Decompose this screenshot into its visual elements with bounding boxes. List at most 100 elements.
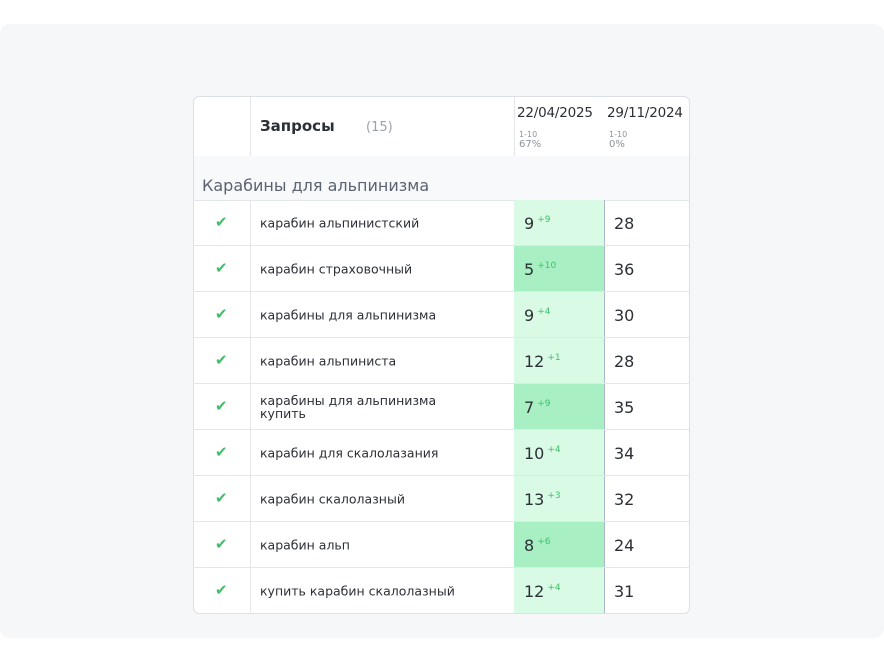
position-delta: +1 <box>547 353 561 363</box>
date-label: 29/11/2024 <box>607 105 683 121</box>
table-rows: ✔ карабин альпинистский 9 +9 28 ✔ карабин стра… <box>194 200 689 613</box>
position-value: 10 <box>524 444 545 463</box>
query-cell[interactable]: карабин альпиниста <box>250 338 515 383</box>
position-delta: +9 <box>537 399 551 409</box>
checkmark-icon: ✔ <box>215 305 228 323</box>
table-row[interactable]: ✔ карабин альп 8 +6 24 <box>194 522 689 568</box>
content-panel: Запросы (15) 22/04/2025 1-10 67% 29/11/2… <box>0 24 884 638</box>
query-cell[interactable]: карабины для альпинизма <box>250 292 515 337</box>
position-value: 24 <box>614 536 635 555</box>
position-cell-current[interactable]: 9 +4 <box>514 292 605 337</box>
table-row[interactable]: ✔ карабин альпинистский 9 +9 28 <box>194 200 689 246</box>
position-value: 8 <box>524 536 535 555</box>
position-value: 30 <box>614 306 635 325</box>
checkmark-icon: ✔ <box>215 259 228 277</box>
position-cell-current[interactable]: 12 +4 <box>514 568 605 613</box>
query-text: карабин скалолазный <box>260 491 405 506</box>
query-text: карабин для скалолазания <box>260 445 439 460</box>
percent-label: 0% <box>609 139 625 150</box>
date-label: 22/04/2025 <box>517 105 593 121</box>
position-cell-previous[interactable]: 28 <box>604 338 689 383</box>
query-cell[interactable]: карабин страховочный <box>250 246 515 291</box>
percent-label: 67% <box>519 139 542 150</box>
query-cell[interactable]: карабин альп <box>250 522 515 567</box>
row-check-cell[interactable]: ✔ <box>194 568 251 613</box>
position-cell-previous[interactable]: 30 <box>604 292 689 337</box>
position-cell-previous[interactable]: 28 <box>604 200 689 245</box>
query-text: карабин альпиниста <box>260 353 397 368</box>
positions-table: Запросы (15) 22/04/2025 1-10 67% 29/11/2… <box>193 96 690 614</box>
position-value: 34 <box>614 444 635 463</box>
header-date-column-2[interactable]: 29/11/2024 1-10 0% <box>604 97 689 156</box>
query-cell[interactable]: карабин скалолазный <box>250 476 515 521</box>
queries-title: Запросы <box>260 117 335 135</box>
row-check-cell[interactable]: ✔ <box>194 522 251 567</box>
position-value: 32 <box>614 490 635 509</box>
position-cell-previous[interactable]: 34 <box>604 430 689 475</box>
query-text: карабины для альпинизма <box>260 307 437 322</box>
table-header: Запросы (15) 22/04/2025 1-10 67% 29/11/2… <box>194 97 689 157</box>
position-cell-current[interactable]: 7 +9 <box>514 384 605 429</box>
position-value: 28 <box>614 352 635 371</box>
position-cell-previous[interactable]: 36 <box>604 246 689 291</box>
checkmark-icon: ✔ <box>215 535 228 553</box>
position-value: 35 <box>614 398 635 417</box>
table-row[interactable]: ✔ карабины для альпинизма 9 +4 30 <box>194 292 689 338</box>
query-text: карабин альпинистский <box>260 215 420 230</box>
position-cell-current[interactable]: 8 +6 <box>514 522 605 567</box>
query-cell[interactable]: карабины для альпинизма купить <box>250 384 515 429</box>
position-value: 7 <box>524 398 535 417</box>
header-date-column-1[interactable]: 22/04/2025 1-10 67% <box>514 97 604 156</box>
position-cell-previous[interactable]: 35 <box>604 384 689 429</box>
position-delta: +10 <box>537 261 557 271</box>
position-delta: +4 <box>547 583 561 593</box>
header-check-column <box>194 97 251 156</box>
position-cell-previous[interactable]: 24 <box>604 522 689 567</box>
query-cell[interactable]: купить карабин скалолазный <box>250 568 515 613</box>
table-row[interactable]: ✔ купить карабин скалолазный 12 +4 31 <box>194 568 689 613</box>
position-value: 12 <box>524 352 545 371</box>
position-cell-current[interactable]: 5 +10 <box>514 246 605 291</box>
position-delta: +9 <box>537 215 551 225</box>
queries-count: (15) <box>366 120 393 135</box>
range-label: 1-10 <box>609 130 628 139</box>
query-cell[interactable]: карабин для скалолазания <box>250 430 515 475</box>
position-value: 12 <box>524 582 545 601</box>
header-queries-column[interactable]: Запросы (15) <box>250 97 515 156</box>
checkmark-icon: ✔ <box>215 213 228 231</box>
checkmark-icon: ✔ <box>215 351 228 369</box>
checkmark-icon: ✔ <box>215 397 228 415</box>
position-delta: +4 <box>547 445 561 455</box>
position-value: 9 <box>524 214 535 233</box>
group-label: Карабины для альпинизма <box>202 176 430 195</box>
row-check-cell[interactable]: ✔ <box>194 338 251 383</box>
range-label: 1-10 <box>519 130 538 139</box>
row-check-cell[interactable]: ✔ <box>194 246 251 291</box>
position-delta: +4 <box>537 307 551 317</box>
position-delta: +3 <box>547 491 561 501</box>
row-check-cell[interactable]: ✔ <box>194 384 251 429</box>
row-check-cell[interactable]: ✔ <box>194 200 251 245</box>
position-cell-current[interactable]: 9 +9 <box>514 200 605 245</box>
query-text: карабин страховочный <box>260 261 413 276</box>
table-row[interactable]: ✔ карабины для альпинизма купить 7 +9 35 <box>194 384 689 430</box>
query-text: купить карабин скалолазный <box>260 583 455 598</box>
table-row[interactable]: ✔ карабин для скалолазания 10 +4 34 <box>194 430 689 476</box>
row-check-cell[interactable]: ✔ <box>194 476 251 521</box>
position-cell-previous[interactable]: 31 <box>604 568 689 613</box>
position-cell-current[interactable]: 10 +4 <box>514 430 605 475</box>
position-cell-current[interactable]: 12 +1 <box>514 338 605 383</box>
position-delta: +6 <box>537 537 551 547</box>
position-value: 9 <box>524 306 535 325</box>
position-cell-previous[interactable]: 32 <box>604 476 689 521</box>
table-row[interactable]: ✔ карабин скалолазный 13 +3 32 <box>194 476 689 522</box>
table-row[interactable]: ✔ карабин альпиниста 12 +1 28 <box>194 338 689 384</box>
checkmark-icon: ✔ <box>215 581 228 599</box>
position-value: 28 <box>614 214 635 233</box>
group-header[interactable]: Карабины для альпинизма <box>194 156 689 201</box>
row-check-cell[interactable]: ✔ <box>194 292 251 337</box>
query-cell[interactable]: карабин альпинистский <box>250 200 515 245</box>
table-row[interactable]: ✔ карабин страховочный 5 +10 36 <box>194 246 689 292</box>
row-check-cell[interactable]: ✔ <box>194 430 251 475</box>
position-cell-current[interactable]: 13 +3 <box>514 476 605 521</box>
